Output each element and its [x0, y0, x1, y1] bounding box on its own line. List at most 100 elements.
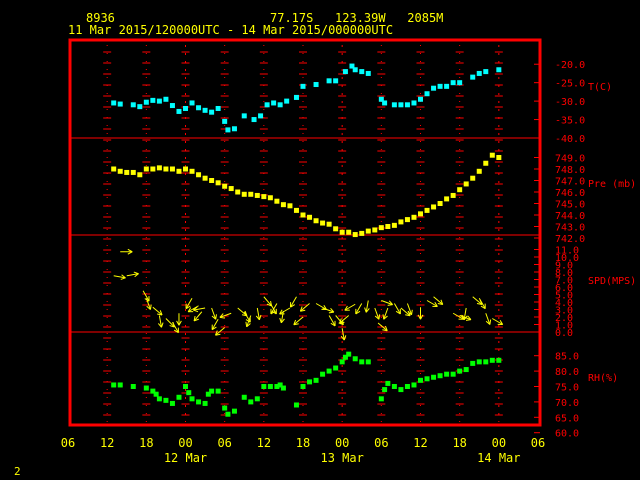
- wind-arrow: [211, 307, 217, 320]
- x-tick-label: 06: [61, 436, 75, 450]
- humidity-point: [398, 387, 404, 393]
- pressure-point: [444, 196, 450, 202]
- wind-arrow-head: [339, 318, 342, 324]
- wind-arrow-shaft: [485, 313, 491, 325]
- y-tick-label: 65.0: [555, 413, 579, 424]
- pressure-point: [176, 168, 182, 174]
- pressure-point: [248, 191, 254, 197]
- temperature-point: [225, 127, 231, 133]
- humidity-point: [476, 359, 482, 365]
- pressure-point: [300, 212, 306, 218]
- humidity-point: [391, 384, 397, 389]
- wind-arrow: [299, 303, 310, 312]
- wind-arrow: [492, 318, 504, 325]
- wind-arrow-head: [339, 321, 345, 324]
- wind-arrow-head: [374, 315, 380, 320]
- wind-arrow: [355, 303, 363, 315]
- wind-arrow: [120, 248, 133, 255]
- wind-arrow-head: [330, 322, 336, 327]
- wind-arrow-head: [271, 310, 277, 315]
- wind-arrow: [381, 300, 393, 306]
- y-tick-label: -35.0: [555, 116, 585, 127]
- wind-arrow: [393, 303, 401, 315]
- wind-arrow-head: [245, 321, 248, 327]
- wind-arrow-shaft: [152, 306, 163, 316]
- wind-arrow-shaft: [374, 307, 380, 320]
- y-tick-label: 746.0: [555, 188, 585, 199]
- wind-arrow-head: [344, 305, 348, 311]
- wind-arrow-head: [215, 333, 221, 336]
- wind-arrow-shaft: [339, 315, 350, 324]
- y-tick-label: 1.0: [555, 321, 573, 332]
- wind-arrow-head: [328, 311, 334, 314]
- y-tick-label: -20.0: [555, 60, 585, 71]
- wind-arrow-head: [193, 318, 199, 322]
- wind-arrow-head: [411, 309, 413, 315]
- temperature-point: [398, 102, 404, 108]
- wind-arrow-shaft: [158, 315, 162, 328]
- temperature-point: [111, 100, 117, 106]
- wind-arrow: [328, 315, 336, 327]
- humidity-point: [153, 391, 159, 397]
- humidity-point: [176, 394, 182, 400]
- y-tick-label: 7.0: [555, 276, 573, 287]
- wind-arrow-head: [187, 307, 192, 313]
- wind-arrow-head: [388, 300, 393, 305]
- page-number: 2: [14, 465, 21, 478]
- wind-arrow-head: [219, 313, 224, 318]
- wind-arrow: [339, 315, 350, 324]
- pressure-point: [385, 224, 391, 229]
- pressure-point: [326, 221, 332, 227]
- pressure-point: [470, 175, 476, 181]
- pressure-point: [359, 230, 365, 236]
- wind-arrow: [192, 306, 206, 313]
- y-tick-label: 744.0: [555, 211, 585, 222]
- temperature-point: [476, 70, 482, 76]
- humidity-point: [254, 396, 260, 402]
- wind-arrow-shaft: [211, 318, 219, 330]
- wind-arrow-shaft: [452, 312, 464, 320]
- pressure-point: [352, 232, 358, 238]
- pressure-point: [489, 152, 495, 158]
- wind-arrow-shaft: [300, 303, 310, 312]
- wind-arrow-shaft: [381, 300, 393, 306]
- pressure-point: [235, 189, 241, 195]
- wind-arrow-head: [133, 271, 139, 275]
- wind-arrow-head: [364, 307, 367, 313]
- y-tick-label: -40.0: [555, 134, 585, 145]
- wind-arrow: [335, 315, 344, 326]
- wind-arrow-head: [330, 308, 335, 313]
- temperature-point: [411, 100, 417, 106]
- pressure-point: [476, 168, 482, 174]
- humidity-point: [209, 388, 215, 394]
- wind-arrow-shaft: [365, 300, 369, 313]
- humidity-point: [342, 354, 348, 360]
- wind-arrow-head: [365, 308, 370, 313]
- temperature-point: [215, 105, 221, 111]
- station-location: 77.17S 123.39W 2085M: [270, 11, 444, 25]
- temperature-point: [258, 113, 264, 119]
- temperature-point: [424, 91, 430, 97]
- temperature-point: [437, 83, 443, 89]
- wind-arrow-head: [157, 323, 162, 328]
- temperature-point: [333, 78, 339, 84]
- humidity-point: [169, 400, 175, 406]
- temperature-point: [231, 126, 237, 132]
- wind-arrow-head: [355, 310, 361, 315]
- wind-arrow-head: [215, 314, 217, 320]
- humidity-point: [202, 400, 208, 406]
- pressure-point: [483, 160, 489, 166]
- humidity-point: [346, 351, 352, 357]
- humidity-point: [470, 360, 476, 366]
- wind-arrow-shaft: [145, 298, 151, 310]
- wind-arrow-shaft: [172, 321, 179, 333]
- y-tick-label: 4.0: [555, 298, 573, 309]
- pressure-point: [196, 172, 202, 178]
- humidity-point: [111, 382, 117, 388]
- humidity-point: [150, 388, 156, 394]
- wind-arrow: [270, 303, 278, 315]
- temperature-point: [176, 108, 182, 114]
- y-tick-label: 75.0: [555, 383, 579, 394]
- y-tick-label: 85.0: [555, 352, 579, 363]
- wind-arrow: [211, 318, 219, 331]
